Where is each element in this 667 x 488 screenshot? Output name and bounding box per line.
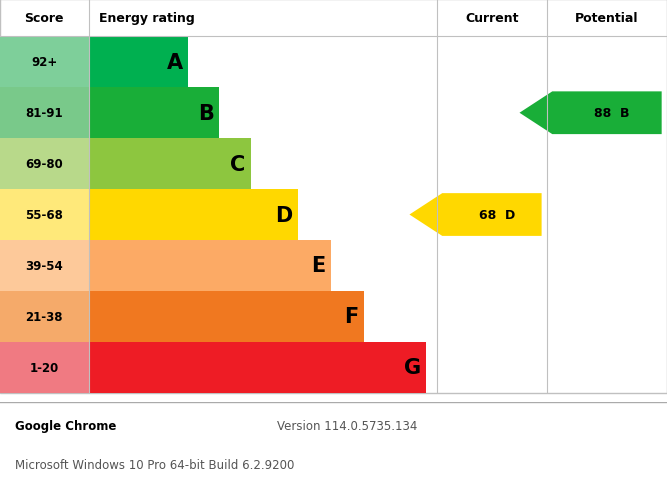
Bar — [0, 342, 89, 393]
Bar — [89, 190, 297, 241]
Bar — [0, 190, 89, 241]
Text: Score: Score — [25, 12, 64, 25]
Bar — [89, 37, 188, 88]
Text: G: G — [404, 358, 421, 377]
Text: 81-91: 81-91 — [25, 107, 63, 120]
Polygon shape — [520, 92, 662, 135]
Bar — [89, 241, 331, 291]
Text: 88  B: 88 B — [594, 107, 630, 120]
Bar — [0, 88, 89, 139]
Bar — [0, 291, 89, 342]
Text: C: C — [230, 154, 245, 174]
Bar — [0, 241, 89, 291]
Text: A: A — [167, 53, 183, 73]
Bar — [89, 88, 219, 139]
Text: 69-80: 69-80 — [25, 158, 63, 171]
Text: F: F — [344, 306, 358, 326]
Text: Current: Current — [465, 12, 519, 25]
Bar — [89, 342, 426, 393]
Text: Potential: Potential — [575, 12, 639, 25]
Bar — [89, 291, 364, 342]
Text: B: B — [198, 103, 214, 123]
Bar — [0, 139, 89, 190]
Text: 21-38: 21-38 — [25, 310, 63, 323]
Text: D: D — [275, 205, 292, 225]
Text: Microsoft Windows 10 Pro 64-bit Build 6.2.9200: Microsoft Windows 10 Pro 64-bit Build 6.… — [15, 458, 294, 471]
Text: 39-54: 39-54 — [25, 260, 63, 272]
Polygon shape — [410, 194, 542, 236]
Text: 55-68: 55-68 — [25, 208, 63, 222]
Text: Google Chrome: Google Chrome — [15, 419, 116, 432]
Text: Energy rating: Energy rating — [99, 12, 195, 25]
Text: Version 114.0.5735.134: Version 114.0.5735.134 — [277, 419, 417, 432]
Text: 68  D: 68 D — [479, 208, 515, 222]
Bar — [89, 139, 251, 190]
Bar — [0, 37, 89, 88]
Text: E: E — [311, 256, 325, 276]
Text: 1-20: 1-20 — [30, 361, 59, 374]
Text: 92+: 92+ — [31, 56, 57, 69]
